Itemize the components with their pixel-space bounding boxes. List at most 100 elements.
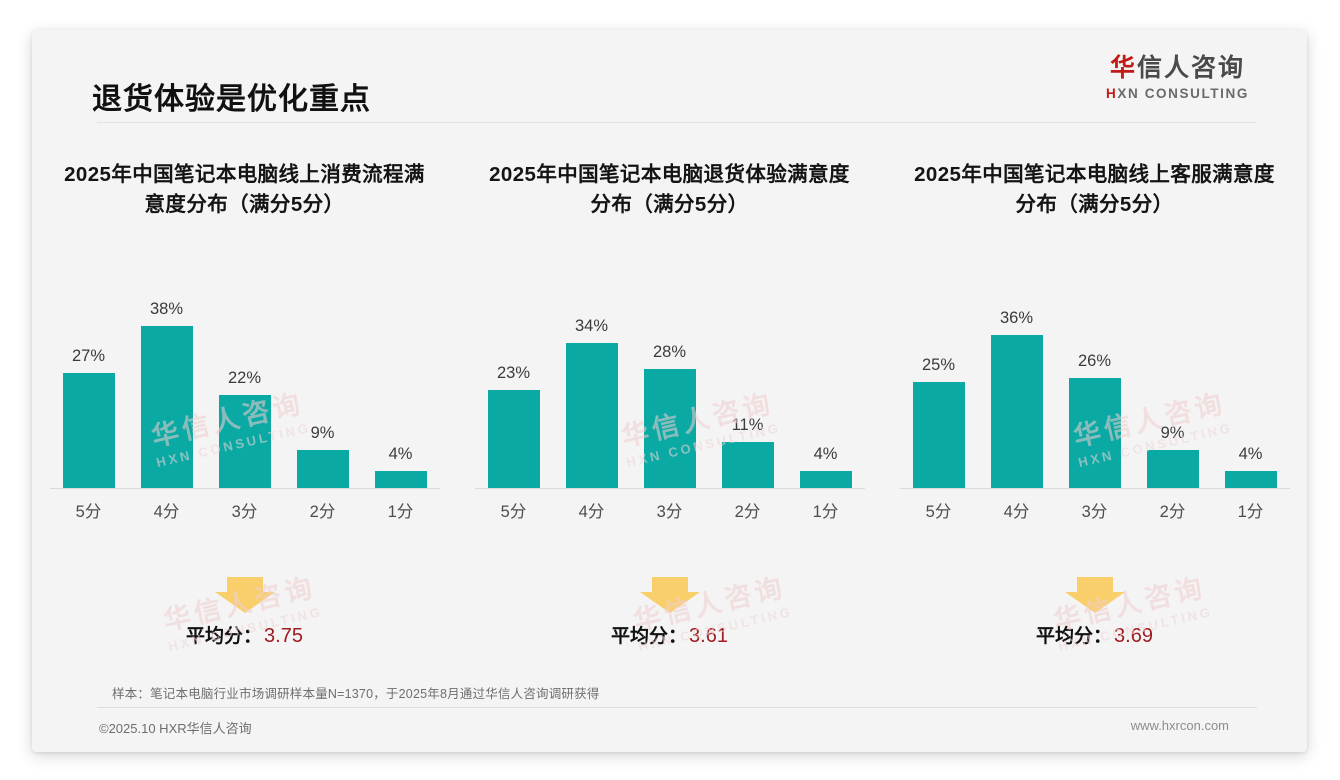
slide-footer: ©2025.10 HXR华信人咨询 www.hxrcon.com <box>32 718 1307 752</box>
down-arrow-icon <box>1064 577 1125 613</box>
x-tick-labels-1: 5分 4分 3分 2分 1分 <box>50 493 440 527</box>
average-score-2: 平均分： 3.61 <box>457 621 882 648</box>
x-tick-label: 4分 <box>153 503 180 522</box>
x-tick-label: 2分 <box>309 503 336 522</box>
average-score-value: 3.75 <box>264 625 303 647</box>
average-score-value: 3.69 <box>1114 625 1153 647</box>
bar-group: 9% <box>1146 266 1199 489</box>
bar-value-label: 4% <box>813 445 838 464</box>
average-block-1: 平均分： 3.75 <box>32 573 457 648</box>
brand-logo-chinese-rest: 信人咨询 <box>1137 54 1246 82</box>
slide-header: 退货体验是优化重点 华信人咨询 HXN CONSULTING <box>32 30 1307 123</box>
bar-group: 38% <box>140 266 193 489</box>
x-tick-label: 2分 <box>1159 503 1186 522</box>
x-tick-labels-2: 5分 4分 3分 2分 1分 <box>475 493 865 527</box>
bar-rect <box>487 390 540 489</box>
bars-container-3: 25% 36% 26% 9% <box>900 266 1290 489</box>
x-tick-label: 5分 <box>925 503 952 522</box>
bar-rect <box>912 381 965 489</box>
x-tick-label: 3分 <box>1081 503 1108 522</box>
average-block-3: 平均分： 3.69 <box>882 573 1307 648</box>
x-axis-line-2 <box>474 488 865 490</box>
average-score-1: 平均分： 3.75 <box>32 621 457 648</box>
bar-rect <box>565 343 618 489</box>
brand-logo-hua-character: 华 <box>1109 54 1137 82</box>
x-tick-label: 1分 <box>812 503 839 522</box>
slide-card: 退货体验是优化重点 华信人咨询 HXN CONSULTING 2025年中国笔记… <box>32 30 1307 752</box>
bar-value-label: 4% <box>1238 445 1263 464</box>
bar-value-label: 38% <box>149 300 184 319</box>
x-tick-labels-3: 5分 4分 3分 2分 1分 <box>900 493 1290 527</box>
brand-logo: 华信人咨询 HXN CONSULTING <box>1090 54 1265 101</box>
bar-rect <box>218 394 271 489</box>
bar-group: 36% <box>990 266 1043 489</box>
bar-rect <box>1146 450 1199 489</box>
bar-group: 23% <box>487 266 540 489</box>
bars-container-1: 27% 38% 22% 9% <box>50 266 440 489</box>
bar-value-label: 34% <box>574 317 609 336</box>
bar-chart-1: 27% 38% 22% 9% <box>49 266 440 529</box>
bar-group: 11% <box>721 266 774 489</box>
x-tick-label: 3分 <box>231 503 258 522</box>
bar-chart-2: 23% 34% 28% 11% <box>474 266 865 529</box>
brand-logo-chinese: 华信人咨询 <box>1090 54 1265 83</box>
bar-value-label: 22% <box>227 368 262 387</box>
chart-title-2: 2025年中国笔记本电脑退货体验满意度分布（满分5分） <box>489 163 850 216</box>
bar-rect <box>374 471 427 489</box>
website-url[interactable]: www.hxrcon.com <box>1130 718 1229 733</box>
average-score-label: 平均分： <box>1036 626 1113 647</box>
chart-panel-3: 2025年中国笔记本电脑线上客服满意度分布（满分5分） 25% 36% 26% <box>882 160 1307 670</box>
bar-value-label: 11% <box>731 415 764 434</box>
brand-logo-h-character: H <box>1106 85 1118 101</box>
down-arrow-icon-wrap <box>882 573 1307 615</box>
bar-value-label: 4% <box>388 445 413 464</box>
bars-container-2: 23% 34% 28% 11% <box>475 266 865 489</box>
bar-rect <box>140 326 193 489</box>
chart-title-3: 2025年中国笔记本电脑线上客服满意度分布（满分5分） <box>914 163 1275 216</box>
bar-rect <box>1224 471 1277 489</box>
bar-value-label: 23% <box>496 364 531 383</box>
x-tick-label: 3分 <box>656 503 683 522</box>
down-arrow-icon-wrap <box>457 573 882 615</box>
bar-value-label: 27% <box>71 347 106 366</box>
x-tick-label: 5分 <box>500 503 527 522</box>
bar-value-label: 25% <box>921 355 956 374</box>
x-tick-label: 4分 <box>1003 503 1030 522</box>
average-score-label: 平均分： <box>611 626 688 647</box>
down-arrow-icon <box>639 577 700 613</box>
x-tick-label: 1分 <box>1237 503 1264 522</box>
bar-group: 4% <box>374 266 427 489</box>
charts-row: 2025年中国笔记本电脑线上消费流程满意度分布（满分5分） 27% 38% 22… <box>32 160 1307 670</box>
bar-group: 4% <box>1224 266 1277 489</box>
bar-group: 9% <box>296 266 349 489</box>
x-tick-label: 5分 <box>75 503 102 522</box>
bar-group: 26% <box>1068 266 1121 489</box>
average-score-3: 平均分： 3.69 <box>882 621 1307 648</box>
page-title: 退货体验是优化重点 <box>92 83 371 116</box>
chart-panel-2: 2025年中国笔记本电脑退货体验满意度分布（满分5分） 23% 34% 28% <box>457 160 882 670</box>
bar-rect <box>296 450 349 489</box>
sample-footnote: 样本：笔记本电脑行业市场调研样本量N=1370，于2025年8月通过华信人咨询调… <box>112 687 600 701</box>
bar-value-label: 9% <box>1160 424 1185 443</box>
bar-rect <box>1068 377 1121 489</box>
bar-group: 34% <box>565 266 618 489</box>
header-divider <box>97 122 1257 123</box>
x-axis-line-1 <box>49 488 440 490</box>
down-arrow-icon <box>214 577 275 613</box>
bar-group: 22% <box>218 266 271 489</box>
bar-group: 25% <box>912 266 965 489</box>
bar-rect <box>643 368 696 489</box>
bar-group: 28% <box>643 266 696 489</box>
x-tick-label: 2分 <box>734 503 761 522</box>
bar-rect <box>990 334 1043 489</box>
brand-logo-english: HXN CONSULTING <box>1090 86 1265 101</box>
bar-value-label: 36% <box>999 308 1034 327</box>
bar-rect <box>721 441 774 489</box>
down-arrow-icon-wrap <box>32 573 457 615</box>
bar-group: 27% <box>62 266 115 489</box>
x-tick-label: 4分 <box>578 503 605 522</box>
bar-rect <box>799 471 852 489</box>
bar-group: 4% <box>799 266 852 489</box>
bar-rect <box>62 373 115 489</box>
brand-logo-english-rest: XN CONSULTING <box>1117 85 1249 101</box>
